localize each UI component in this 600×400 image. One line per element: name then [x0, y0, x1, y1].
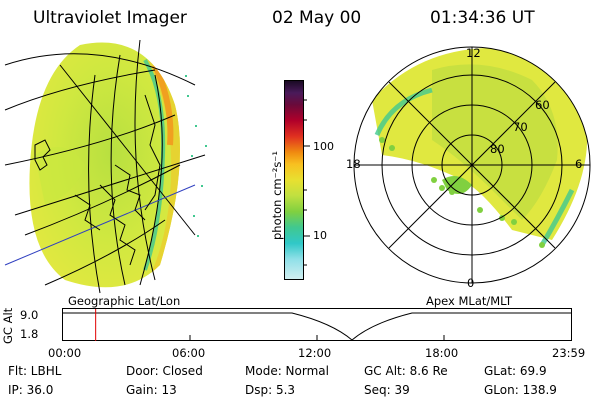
orbit-ymax: 9.0	[20, 308, 39, 322]
earth-disk	[29, 42, 180, 288]
polar-mlt-18: 18	[346, 157, 361, 171]
polar-caption: Apex MLat/MLT	[426, 294, 513, 308]
colorbar-unit-label: photon cm⁻²s⁻¹	[270, 151, 284, 240]
polar-lat-70: 70	[513, 120, 528, 134]
orbit-xtick-2: 12:00	[298, 346, 332, 360]
info-dsp: Dsp: 5.3	[245, 383, 296, 397]
info-gc-alt: GC Alt: 8.6 Re	[364, 364, 448, 378]
info-mode: Mode: Normal	[245, 364, 329, 378]
colorbar	[284, 80, 304, 280]
orbit-xtick-1: 06:00	[172, 346, 206, 360]
orbit-plot	[62, 308, 572, 341]
polar-mlt-0: 0	[467, 276, 475, 290]
instrument-title: Ultraviolet Imager	[33, 8, 187, 28]
colorbar-tick-100: 100	[313, 140, 334, 153]
info-glon: GLon: 138.9	[484, 383, 557, 397]
info-seq: Seq: 39	[364, 383, 410, 397]
polar-lat-60: 60	[535, 98, 550, 112]
info-glat: GLat: 69.9	[484, 364, 547, 378]
geo-caption: Geographic Lat/Lon	[68, 294, 181, 308]
time-label: 01:34:36 UT	[430, 8, 535, 28]
polar-mlt-12: 12	[466, 46, 481, 60]
info-gain: Gain: 13	[126, 383, 177, 397]
orbit-ylabel: GC Alt	[1, 307, 15, 344]
colorbar-tick-10: 10	[313, 229, 327, 242]
polar-lat-80: 80	[490, 142, 505, 156]
info-ip: IP: 36.0	[8, 383, 54, 397]
polar-mlt-6: 6	[575, 157, 583, 171]
geographic-image	[4, 39, 207, 294]
polar-image	[353, 46, 591, 284]
orbit-xtick-4: 23:59	[552, 346, 586, 360]
colorbar-ticks	[304, 99, 310, 266]
info-door: Door: Closed	[126, 364, 203, 378]
info-filter: Flt: LBHL	[8, 364, 62, 378]
date-label: 02 May 00	[272, 8, 362, 28]
orbit-ymin: 1.8	[20, 327, 39, 341]
orbit-xtick-3: 18:00	[425, 346, 459, 360]
orbit-xtick-0: 00:00	[48, 346, 82, 360]
